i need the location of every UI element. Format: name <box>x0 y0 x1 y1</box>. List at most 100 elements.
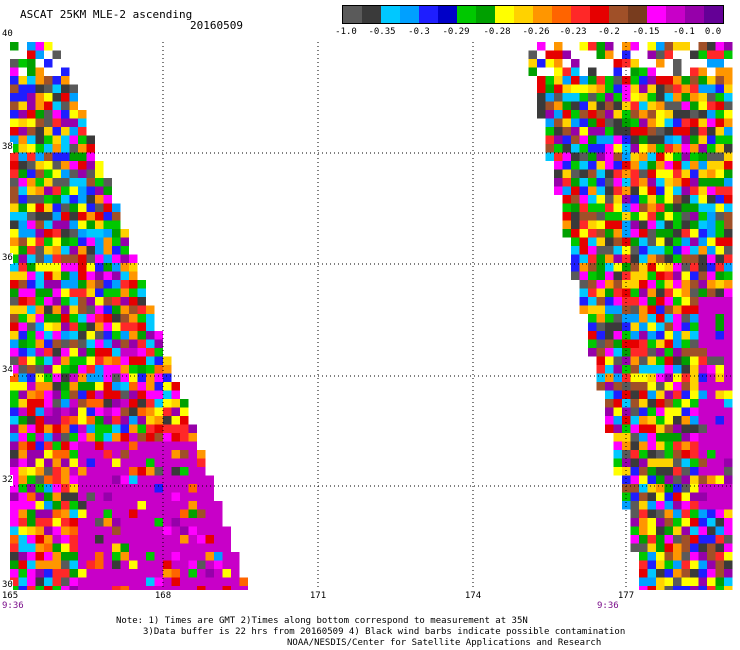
swath-cell <box>154 518 163 527</box>
swath-cell <box>18 365 27 374</box>
swath-cell <box>707 416 716 425</box>
swath-cell <box>18 314 27 323</box>
swath-cell <box>61 560 70 569</box>
swath-cell <box>61 110 70 119</box>
swath-cell <box>664 552 673 561</box>
swath-cell <box>630 339 639 348</box>
swath-cell <box>35 152 44 161</box>
swath-cell <box>673 535 682 544</box>
swath-cell <box>664 263 673 272</box>
color-scale-swatch <box>438 6 457 23</box>
swath-cell <box>18 509 27 518</box>
swath-cell <box>571 101 580 110</box>
swath-cell <box>52 76 61 85</box>
swath-cell <box>681 535 690 544</box>
swath-cell <box>18 237 27 246</box>
swath-cell <box>86 169 95 178</box>
swath-cell <box>622 263 631 272</box>
swath-cell <box>18 450 27 459</box>
swath-cell <box>673 552 682 561</box>
swath-cell <box>129 450 138 459</box>
swath-cell <box>171 458 180 467</box>
swath-cell <box>605 322 614 331</box>
swath-cell <box>715 305 724 314</box>
swath-cell <box>78 475 87 484</box>
swath-cell <box>78 229 87 238</box>
swath-cell <box>698 399 707 408</box>
swath-cell <box>690 246 699 255</box>
swath-cell <box>103 331 112 340</box>
swath-cell <box>78 212 87 221</box>
swath-cell <box>630 297 639 306</box>
swath-cell <box>35 450 44 459</box>
swath-cell <box>613 305 622 314</box>
swath-cell <box>18 169 27 178</box>
swath-cell <box>707 144 716 153</box>
swath-cell <box>180 577 189 586</box>
swath-cell <box>44 407 53 416</box>
swath-cell <box>18 186 27 195</box>
swath-cell <box>137 424 146 433</box>
swath-cell <box>579 84 588 93</box>
swath-cell <box>86 560 95 569</box>
swath-cell <box>146 331 155 340</box>
swath-cell <box>664 152 673 161</box>
swath-cell <box>690 101 699 110</box>
swath-cell <box>579 152 588 161</box>
swath-cell <box>647 271 656 280</box>
swath-cell <box>180 569 189 578</box>
swath-cell <box>630 271 639 280</box>
swath-cell <box>188 441 197 450</box>
swath-cell <box>44 144 53 153</box>
swath-cell <box>10 237 19 246</box>
swath-cell <box>27 458 36 467</box>
swath-cell <box>664 416 673 425</box>
swath-cell <box>27 50 36 59</box>
swath-cell <box>69 297 78 306</box>
swath-cell <box>95 297 104 306</box>
swath-cell <box>95 526 104 535</box>
swath-cell <box>44 560 53 569</box>
swath-cell <box>44 195 53 204</box>
lon-label-177: 177 <box>617 591 635 601</box>
swath-cell <box>35 161 44 170</box>
swath-cell <box>707 101 716 110</box>
swath-cell <box>673 203 682 212</box>
swath-cell <box>103 450 112 459</box>
swath-cell <box>78 543 87 552</box>
swath-cell <box>639 127 648 136</box>
swath-cell <box>622 365 631 374</box>
swath-cell <box>10 569 19 578</box>
swath-cell <box>588 237 597 246</box>
swath-cell <box>673 84 682 93</box>
swath-cell <box>579 288 588 297</box>
swath-cell <box>44 101 53 110</box>
swath-cell <box>690 67 699 76</box>
swath-cell <box>664 560 673 569</box>
swath-cell <box>673 178 682 187</box>
swath-cell <box>724 484 733 493</box>
swath-cell <box>154 416 163 425</box>
swath-cell <box>707 373 716 382</box>
swath-cell <box>707 458 716 467</box>
swath-cell <box>681 127 690 136</box>
swath-cell <box>18 84 27 93</box>
swath-cell <box>596 186 605 195</box>
swath-cell <box>673 42 682 51</box>
swath-cell <box>588 246 597 255</box>
swath-cell <box>664 526 673 535</box>
swath-cell <box>112 203 121 212</box>
swath-cell <box>571 220 580 229</box>
swath-cell <box>197 458 206 467</box>
swath-cell <box>27 178 36 187</box>
swath-cell <box>656 586 665 590</box>
swath-cell <box>86 161 95 170</box>
swath-cell <box>681 288 690 297</box>
swath-cell <box>61 305 70 314</box>
swath-cell <box>163 552 172 561</box>
swath-cell <box>681 186 690 195</box>
swath-cell <box>129 407 138 416</box>
swath-cell <box>647 475 656 484</box>
swath-cell <box>596 161 605 170</box>
swath-cell <box>103 399 112 408</box>
